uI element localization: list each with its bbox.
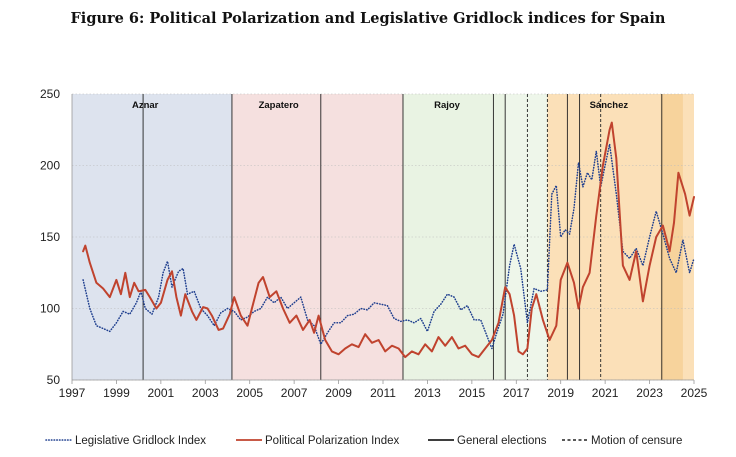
era-labels: Aznar Zapatero Rajoy Sánchez [132,100,628,111]
figure-title: Figure 6: Political Polarization and Leg… [70,10,666,27]
legend-label: Legislative Gridlock Index [75,435,206,447]
series-line-gridlock [82,143,695,350]
x-tick-label: 2001 [148,386,175,400]
axes: 50 100 150 200 250 1997 1999 2001 2003 2005 2007 20… [40,87,708,400]
era-band-0 [72,94,232,380]
y-tick-label: 50 [47,373,61,387]
era-label: Rajoy [434,100,461,111]
era-backgrounds [72,94,694,380]
x-tick-label: 2025 [681,386,708,400]
legend-label: General elections [457,435,547,447]
y-tick-label: 250 [40,87,60,101]
x-tick-label: 2017 [503,386,530,400]
x-tick-label: 2005 [236,386,263,400]
legend-label: Motion of censure [591,435,682,447]
era-band-3 [505,94,548,380]
y-tick-label: 100 [40,302,60,316]
x-tick-label: 2009 [325,386,352,400]
era-label: Sánchez [590,100,629,111]
x-tick-label: 2019 [547,386,574,400]
series-lines [82,121,695,359]
series-line-polarization [82,121,695,359]
x-tick-label: 2011 [370,386,396,400]
x-tick-label: 2003 [192,386,219,400]
x-tick-label: 1997 [59,386,86,400]
era-label: Aznar [132,100,159,111]
x-tick-label: 1999 [103,386,130,400]
y-tick-label: 200 [40,159,60,173]
x-tick-label: 2015 [459,386,486,400]
era-label: Zapatero [259,100,299,111]
y-tick-label: 150 [40,230,60,244]
legend: Legislative Gridlock Index Political Pola… [45,435,682,447]
x-tick-label: 2007 [281,386,308,400]
x-tick-label: 2023 [636,386,663,400]
legend-label: Political Polarization Index [265,435,399,447]
x-tick-label: 2021 [592,386,619,400]
event-lines [142,94,663,380]
x-tick-label: 2013 [414,386,441,400]
